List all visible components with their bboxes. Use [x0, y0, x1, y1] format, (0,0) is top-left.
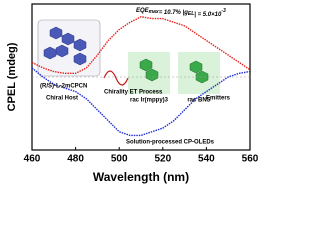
chart: 460 480 500 520 540 560 Wavelength (nm) CPEL (m…: [6, 3, 259, 184]
metric-part: -3: [221, 8, 226, 14]
metric-part: | = 5.0×10: [194, 12, 222, 18]
series-line: [31, 16, 251, 75]
x-tick-label: 460: [24, 154, 41, 165]
x-tick-label: 500: [111, 154, 128, 165]
bottom-label: Solution-processed CP-OLEDs: [126, 140, 215, 146]
emitter-illustration: [103, 52, 220, 94]
x-axis-label: Wavelength (nm): [93, 170, 189, 184]
x-tick-label: 520: [154, 154, 171, 165]
metric-part: max: [149, 9, 159, 15]
series-line: [31, 67, 251, 137]
metric-part: EQE: [136, 8, 150, 14]
metric-part: = 10.7% |g: [159, 10, 189, 16]
host-label: Chiral Host: [46, 96, 78, 102]
x-tick-label: 560: [242, 154, 259, 165]
host-illustration: [37, 19, 101, 77]
emitters-label: Emitters: [206, 96, 231, 102]
metric-part: EL: [188, 11, 194, 17]
y-axis-label: CPEL (mdeg): [6, 42, 18, 111]
bns-label: rac BNS: [187, 98, 210, 104]
metric-annotation: EQEmax= 10.7% |gEL| = 5.0×10-3: [136, 8, 226, 18]
x-tick-label: 540: [198, 154, 215, 165]
x-tick-label: 480: [67, 154, 84, 165]
process-label: Chirality ET Process: [104, 90, 163, 96]
host-name: (R/S)-L-2mCPCN: [40, 84, 87, 90]
ir-label: rac Ir(mppy)3: [130, 98, 169, 104]
